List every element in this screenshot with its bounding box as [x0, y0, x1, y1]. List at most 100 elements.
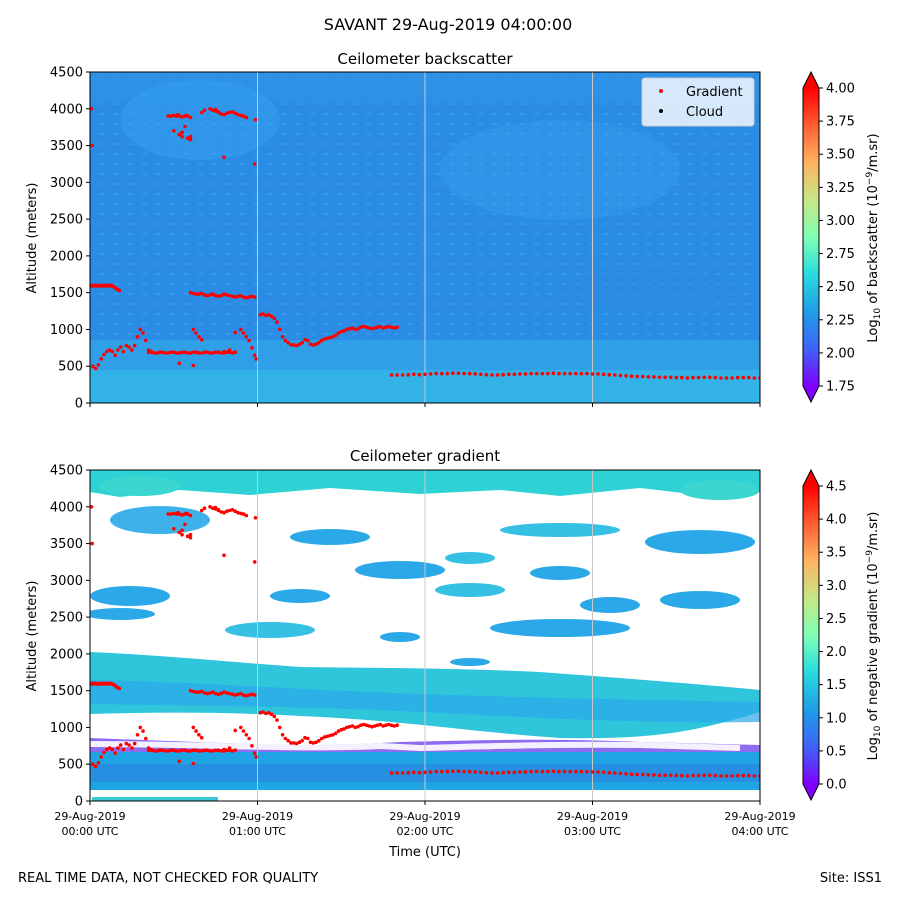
gradient-point	[568, 769, 572, 774]
y-tick-label: 2000	[50, 647, 83, 662]
gradient-point	[373, 724, 377, 728]
gradient-point	[233, 693, 237, 697]
gradient-point	[177, 530, 182, 535]
gradient-point	[172, 511, 176, 516]
gradient-point	[400, 771, 405, 775]
gradient-point	[219, 112, 223, 116]
gradient-point	[188, 532, 193, 537]
gradient-point	[191, 725, 196, 730]
gradient-point	[222, 690, 226, 694]
gradient-point	[311, 343, 316, 347]
gradient-point	[135, 335, 140, 339]
gradient-point	[306, 736, 310, 741]
gradient-point	[90, 107, 94, 111]
gradient-point	[364, 325, 369, 330]
gradient-point	[286, 738, 291, 743]
gradient-point	[227, 746, 232, 750]
gradient-point	[328, 335, 332, 340]
gradient-point	[297, 342, 302, 347]
gradient-point	[227, 293, 232, 298]
gradient-point	[250, 744, 254, 748]
gradient-point	[546, 371, 550, 376]
gradient-point	[395, 723, 399, 727]
gradient-point	[264, 711, 268, 716]
x-tick-time: 00:00 UTC	[61, 825, 118, 838]
gradient-point	[247, 338, 251, 343]
gradient-point	[180, 748, 184, 752]
gradient-point	[252, 560, 257, 564]
footer-site: Site: ISS1	[820, 871, 882, 886]
gradient-point	[258, 710, 263, 715]
gradient-point	[110, 747, 115, 752]
gradient-point	[96, 363, 101, 367]
gradient-point	[236, 692, 240, 697]
gradient-point	[534, 371, 539, 376]
gradient-point	[213, 691, 218, 696]
top-vertical-gridlines	[257, 72, 593, 403]
gradient-point	[479, 372, 483, 377]
gradient-point	[169, 350, 173, 355]
gradient-point	[96, 761, 101, 765]
gradient-point	[289, 343, 293, 347]
gradient-point	[319, 338, 324, 343]
y-tick-label: 2500	[50, 213, 83, 228]
gradient-point	[467, 769, 472, 774]
gradient-point	[152, 351, 156, 355]
x-tick-time: 03:00 UTC	[564, 825, 621, 838]
top-y-axis: 0 500 1000 1500 2000 2500 3000 3500 4000 4500	[50, 66, 90, 412]
gradient-point	[328, 733, 332, 738]
gradient-point	[724, 774, 729, 778]
gradient-point	[367, 724, 372, 728]
gradient-point	[90, 541, 94, 546]
gradient-point	[213, 350, 218, 355]
gradient-point	[213, 109, 218, 113]
gradient-point	[361, 722, 366, 727]
colorbar-tick-label: 4.5	[826, 480, 847, 495]
gradient-point	[702, 375, 706, 380]
gradient-point	[685, 774, 690, 778]
gradient-point	[107, 348, 112, 352]
gradient-point	[345, 725, 349, 730]
gradient-point	[562, 769, 567, 774]
gradient-point	[345, 327, 349, 332]
colorbar-tick-label: 1.5	[826, 678, 847, 693]
gradient-point	[462, 371, 466, 376]
gradient-point	[241, 331, 246, 335]
gradient-point	[359, 723, 363, 727]
gradient-point	[188, 749, 193, 753]
gradient-point	[222, 510, 226, 515]
gradient-point	[254, 755, 258, 759]
gradient-point	[90, 505, 94, 509]
gradient-point	[306, 338, 310, 343]
gradient-point	[641, 374, 645, 379]
gradient-point	[747, 375, 751, 380]
gradient-point	[507, 372, 511, 377]
gradient-point	[233, 350, 237, 355]
gradient-point	[177, 759, 182, 764]
gradient-point	[596, 372, 600, 376]
gradient-point	[191, 748, 196, 752]
gradient-point	[618, 373, 623, 378]
footer-quality-note: REAL TIME DATA, NOT CHECKED FOR QUALITY	[18, 871, 318, 886]
gradient-point	[696, 773, 701, 778]
gradient-point	[233, 748, 237, 752]
colorbar-tick-label: 2.75	[826, 247, 855, 262]
gradient-point	[339, 329, 344, 334]
gradient-point	[211, 506, 215, 511]
gradient-point	[211, 292, 215, 296]
gradient-point	[590, 770, 595, 774]
gradient-point	[219, 749, 223, 753]
gradient-point	[188, 513, 193, 518]
gradient-point	[244, 513, 249, 518]
gradient-point	[185, 749, 190, 753]
gradient-point	[241, 729, 246, 733]
gradient-point	[247, 736, 251, 741]
gradient-point	[191, 689, 196, 694]
gradient-point	[356, 326, 360, 331]
gradient-point	[247, 295, 251, 299]
gradient-point	[392, 724, 397, 728]
gradient-point	[607, 770, 612, 775]
gradient-point	[641, 772, 645, 777]
gradient-point	[188, 134, 193, 139]
gradient-point	[208, 749, 212, 753]
